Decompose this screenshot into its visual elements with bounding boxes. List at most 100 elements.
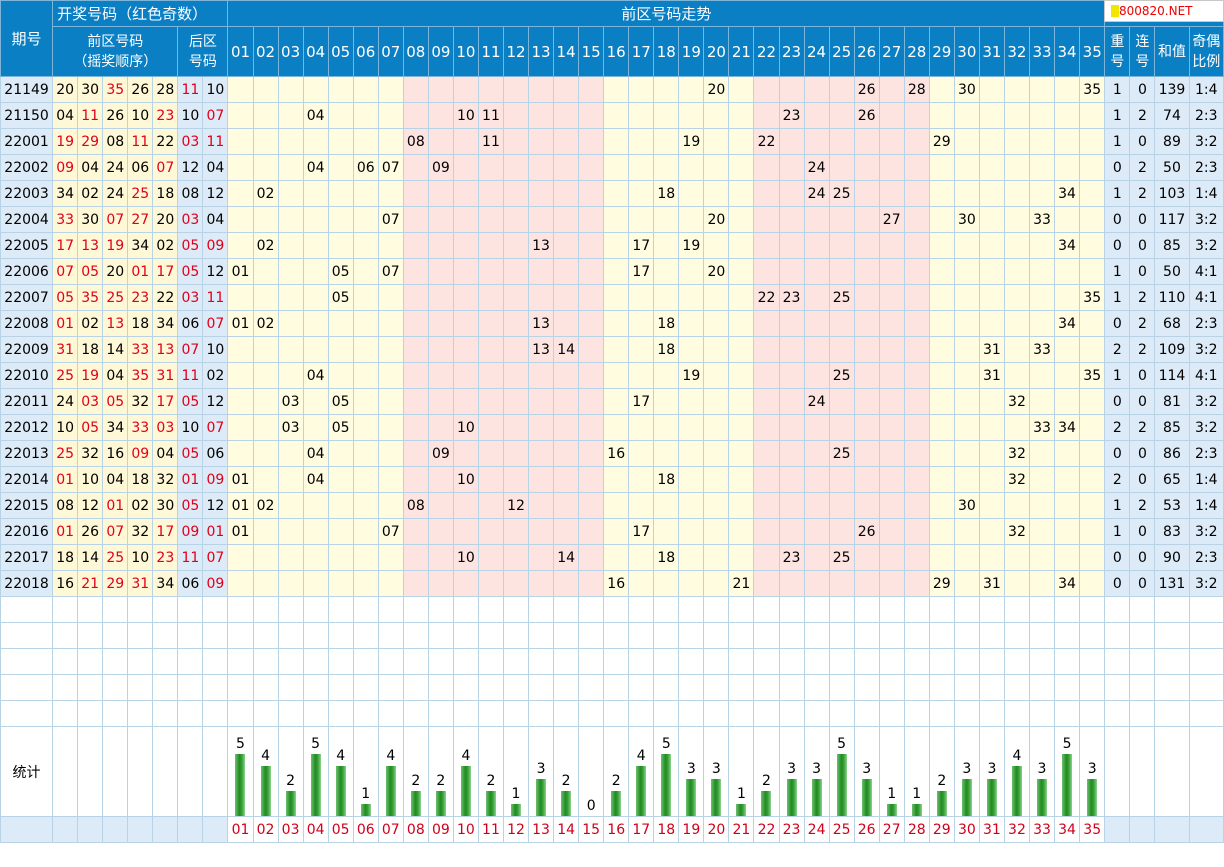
consecutive-count: 2	[1129, 492, 1156, 519]
trend-cell	[452, 206, 479, 233]
trend-cell	[978, 518, 1005, 545]
trend-cell	[703, 362, 730, 389]
empty-cell	[127, 674, 154, 701]
draw-row[interactable]: 22011 24 03 05 32 17 05 12 03 05 17 24 32 0 0 81 3:2	[0, 388, 1224, 415]
front-area-label: 前区号码	[87, 33, 144, 50]
trend-cell	[528, 102, 555, 129]
draw-row[interactable]: 22006 07 05 20 01 17 05 12 01 05 07 17 20 1 0 50 4:1	[0, 258, 1224, 285]
front-ball: 01	[102, 492, 129, 519]
trend-column-header: 21	[728, 26, 755, 77]
trend-cell	[302, 492, 329, 519]
trend-cell	[277, 492, 304, 519]
trend-cell	[1003, 362, 1030, 389]
trend-cell	[352, 466, 379, 493]
trend-cell	[603, 102, 630, 129]
empty-cell	[452, 700, 479, 727]
trend-cell	[778, 492, 805, 519]
repeat-count: 0	[1104, 206, 1131, 233]
empty-cell	[427, 596, 454, 623]
frequency-bar	[235, 754, 246, 816]
draw-row[interactable]: 22002 09 04 24 06 07 12 04 04 06 07 09 24 0 2 50 2:3	[0, 154, 1224, 181]
trend-cell	[578, 362, 605, 389]
trend-cell	[352, 284, 379, 311]
empty-cell	[152, 674, 179, 701]
empty-cell	[427, 648, 454, 675]
trend-cell	[603, 388, 630, 415]
repeat-count: 1	[1104, 518, 1131, 545]
trend-column-header: 35	[1079, 26, 1106, 77]
consecutive-count: 0	[1129, 388, 1156, 415]
trend-cell	[1079, 544, 1106, 571]
trend-cell	[352, 232, 379, 259]
frequency-bar	[661, 754, 672, 816]
empty-cell	[678, 648, 705, 675]
sum-value: 90	[1154, 544, 1190, 571]
trend-hit: 05	[327, 388, 354, 415]
footer-number: 14	[553, 816, 580, 843]
trend-cell	[352, 206, 379, 233]
trend-cell	[1079, 154, 1106, 181]
trend-cell	[352, 440, 379, 467]
draw-row[interactable]: 22013 25 32 16 09 04 05 06 04 09 16 25 32 0 0 86 2:3	[0, 440, 1224, 467]
trend-cell	[402, 440, 429, 467]
trend-cell	[653, 284, 680, 311]
draw-row[interactable]: 22005 17 13 19 34 02 05 09 02 13 17 19 34 0 0 85 3:2	[0, 232, 1224, 259]
empty-cell	[477, 648, 504, 675]
trend-cell	[728, 414, 755, 441]
draw-row[interactable]: 21149 20 30 35 26 28 11 10 20 26 28 30 35 1 0 139 1:4	[0, 76, 1224, 103]
trend-hit: 22	[753, 284, 780, 311]
trend-cell	[427, 128, 454, 155]
trend-hit: 16	[603, 570, 630, 597]
draw-row[interactable]: 22016 01 26 07 32 17 09 01 01 07 17 26 32 1 0 83 3:2	[0, 518, 1224, 545]
trend-cell	[978, 154, 1005, 181]
draw-row[interactable]: 22001 19 29 08 11 22 03 11 08 11 19 22 29 1 0 89 3:2	[0, 128, 1224, 155]
trend-cell	[778, 440, 805, 467]
trend-cell	[1054, 492, 1081, 519]
repeat-count: 1	[1104, 102, 1131, 129]
trend-cell	[252, 362, 279, 389]
trend-cell	[778, 362, 805, 389]
trend-cell	[1028, 518, 1056, 545]
watermark-logo-icon	[1111, 5, 1119, 17]
trend-cell	[828, 310, 855, 337]
back-area-header: 后区 号码	[177, 26, 229, 77]
repeat-count: 0	[1104, 544, 1131, 571]
draw-row[interactable]: 22014 01 10 04 18 32 01 09 01 04 10 18 32 2 0 65 1:4	[0, 466, 1224, 493]
draw-row[interactable]: 22004 33 30 07 27 20 03 04 07 20 27 30 33 0 0 117 3:2	[0, 206, 1224, 233]
front-ball: 14	[77, 544, 104, 571]
front-ball: 34	[52, 180, 79, 207]
trend-cell	[853, 362, 880, 389]
trend-cell	[953, 518, 980, 545]
frequency-bar	[460, 766, 471, 816]
draw-row[interactable]: 22018 16 21 29 31 34 06 09 16 21 29 31 34 0 0 131 3:2	[0, 570, 1224, 597]
trend-column-header: 22	[753, 26, 780, 77]
trend-cell	[603, 284, 630, 311]
bar-cell: 3	[803, 726, 830, 817]
draw-row[interactable]: 22012 10 05 34 33 03 10 07 03 05 10 33 34 2 2 85 3:2	[0, 414, 1224, 441]
draw-row[interactable]: 21150 04 11 26 10 23 10 07 04 10 11 23 26 1 2 74 2:3	[0, 102, 1224, 129]
trend-cell	[352, 180, 379, 207]
site-watermark[interactable]: 800820.NET	[1104, 0, 1224, 22]
draw-row[interactable]: 22015 08 12 01 02 30 05 12 01 02 08 12 30 1 2 53 1:4	[0, 492, 1224, 519]
empty-cell	[953, 596, 980, 623]
draw-row[interactable]: 22010 25 19 04 35 31 11 02 04 19 25 31 35 1 0 114 4:1	[0, 362, 1224, 389]
front-ball: 26	[102, 102, 129, 129]
draw-row[interactable]: 22008 01 02 13 18 34 06 07 01 02 13 18 34 0 2 68 2:3	[0, 310, 1224, 337]
draw-row[interactable]: 22009 31 18 14 33 13 07 10 13 14 18 31 33 2 2 109 3:2	[0, 336, 1224, 363]
draw-row[interactable]: 22017 18 14 25 10 23 11 07 10 14 18 23 25 0 0 90 2:3	[0, 544, 1224, 571]
bar-cell: 1	[728, 726, 755, 817]
trend-hit: 07	[377, 258, 404, 285]
front-ball: 34	[127, 232, 154, 259]
trend-cell	[227, 362, 254, 389]
empty-cell	[828, 674, 855, 701]
trend-cell	[578, 206, 605, 233]
empty-row	[0, 674, 1224, 701]
front-ball: 10	[127, 102, 154, 129]
trend-cell	[653, 362, 680, 389]
trend-cell	[227, 76, 254, 103]
trend-cell	[377, 414, 404, 441]
draw-row[interactable]: 22007 05 35 25 23 22 03 11 05 22 23 25 35 1 2 110 4:1	[0, 284, 1224, 311]
front-ball: 11	[77, 102, 104, 129]
draw-row[interactable]: 22003 34 02 24 25 18 08 12 02 18 24 25 34 1 2 103 1:4	[0, 180, 1224, 207]
trend-cell	[953, 570, 980, 597]
